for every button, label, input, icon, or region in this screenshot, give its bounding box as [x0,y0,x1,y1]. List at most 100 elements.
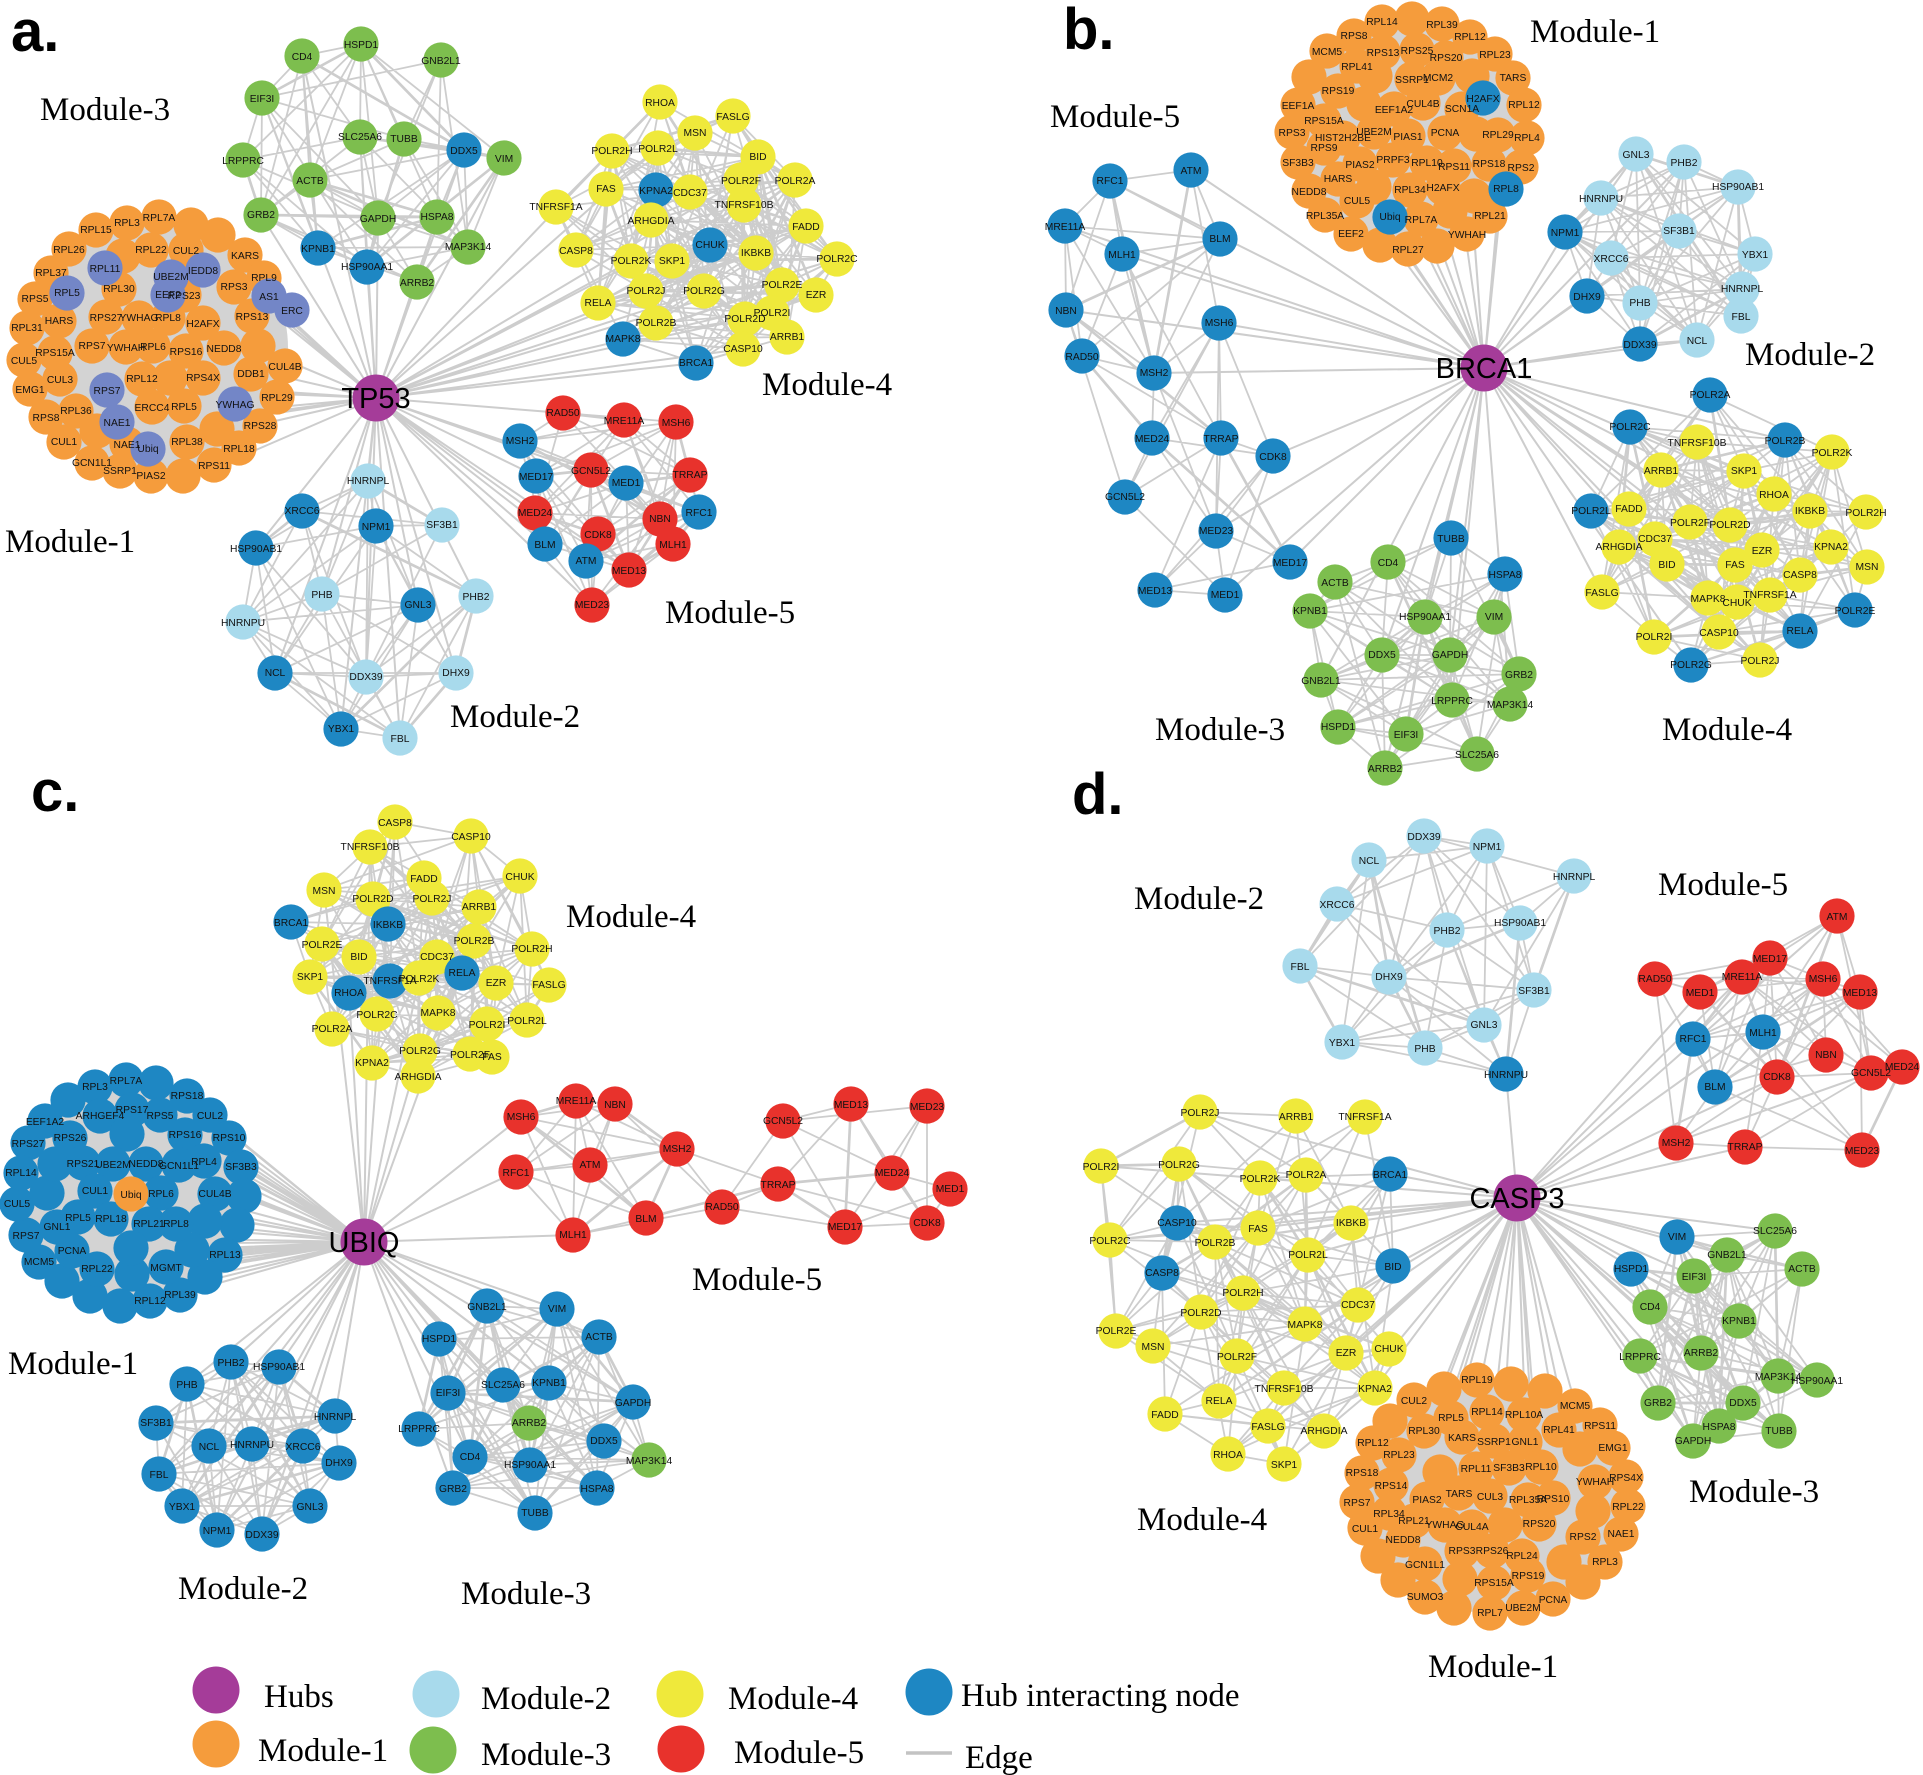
svg-text:EIF3I: EIF3I [250,94,275,105]
svg-text:UBE2M: UBE2M [153,272,188,283]
svg-text:RPL7A: RPL7A [143,213,176,224]
svg-text:HARS: HARS [45,316,74,327]
svg-text:IKBKB: IKBKB [373,920,403,931]
svg-text:EIF3I: EIF3I [436,1388,461,1399]
svg-text:Module-2: Module-2 [450,699,580,735]
svg-text:SF3B1: SF3B1 [140,1418,172,1429]
svg-text:PIAS2: PIAS2 [1345,160,1374,171]
svg-text:RPL27: RPL27 [1392,245,1424,256]
svg-text:NPM1: NPM1 [1551,228,1580,239]
svg-text:PCNA: PCNA [1539,1595,1568,1606]
svg-text:RPL24: RPL24 [1506,1551,1538,1562]
svg-text:POLR2L: POLR2L [1571,506,1611,517]
svg-text:RPS17: RPS17 [116,1105,149,1116]
svg-text:YWHAH: YWHAH [1576,1477,1614,1488]
svg-text:RPL5: RPL5 [54,288,80,299]
svg-text:DDX39: DDX39 [1623,340,1656,351]
svg-text:BRCA1: BRCA1 [679,358,714,369]
svg-text:GNL3: GNL3 [297,1502,324,1513]
svg-text:Module-3: Module-3 [40,92,170,128]
svg-text:ARHGDIA: ARHGDIA [628,216,675,227]
svg-text:MAPK8: MAPK8 [606,334,641,345]
svg-text:MGMT: MGMT [150,1263,182,1274]
svg-text:RPS2: RPS2 [1570,1532,1597,1543]
svg-text:HNRNPU: HNRNPU [221,618,265,629]
svg-text:RPL39: RPL39 [1426,20,1458,31]
svg-text:CASP10: CASP10 [723,344,763,355]
svg-text:MRE11A: MRE11A [1722,972,1763,983]
svg-text:IKBKB: IKBKB [1795,506,1825,517]
svg-text:CUL5: CUL5 [4,1199,31,1210]
svg-text:POLR2C: POLR2C [816,254,858,265]
svg-text:FADD: FADD [410,874,437,885]
svg-text:RPL38: RPL38 [171,437,203,448]
svg-text:RPS10: RPS10 [1537,1494,1570,1505]
svg-text:Module-5: Module-5 [665,595,795,631]
svg-text:CHUK: CHUK [1374,1344,1403,1355]
svg-text:ACTB: ACTB [1788,1264,1816,1275]
svg-text:RPL5: RPL5 [1438,1413,1464,1424]
svg-text:POLR2I: POLR2I [754,308,791,319]
svg-text:POLR2F: POLR2F [1670,518,1710,529]
svg-text:RPS11: RPS11 [1438,162,1470,173]
svg-text:POLR2B: POLR2B [1195,1238,1236,1249]
svg-text:CUL4A: CUL4A [1455,1522,1488,1533]
svg-text:HSP90AA1: HSP90AA1 [504,1460,556,1471]
svg-text:FADD: FADD [792,222,819,233]
svg-text:HSPD1: HSPD1 [422,1334,457,1345]
svg-text:EEF2: EEF2 [155,290,181,301]
svg-text:SUMO3: SUMO3 [1407,1592,1444,1603]
svg-text:Module-3: Module-3 [481,1737,611,1773]
svg-text:HSPD1: HSPD1 [1614,1264,1649,1275]
svg-text:RPS28: RPS28 [244,421,277,432]
svg-text:POLR2J: POLR2J [1741,656,1780,667]
svg-text:Module-4: Module-4 [762,367,892,403]
svg-text:CUL3: CUL3 [47,375,74,386]
svg-text:POLR2B: POLR2B [454,936,495,947]
svg-text:POLR2L: POLR2L [638,144,678,155]
svg-text:ATM: ATM [1827,912,1848,923]
svg-text:CD4: CD4 [460,1452,481,1463]
svg-text:KPNA2: KPNA2 [1814,542,1848,553]
svg-text:RPL19: RPL19 [1461,1375,1493,1386]
svg-text:CD4: CD4 [1378,558,1399,569]
svg-text:RHOA: RHOA [1213,1450,1243,1461]
svg-text:HSP90AB1: HSP90AB1 [253,1362,305,1373]
svg-text:Ubiq: Ubiq [137,444,158,455]
svg-text:POLR2A: POLR2A [1286,1170,1327,1181]
svg-text:KPNB1: KPNB1 [1722,1316,1756,1327]
svg-text:YBX1: YBX1 [1742,250,1769,261]
svg-text:NBN: NBN [1815,1050,1837,1061]
svg-text:VIM: VIM [548,1304,566,1315]
svg-text:SSRP1: SSRP1 [103,466,137,477]
svg-text:HSPA8: HSPA8 [1702,1422,1735,1433]
svg-text:RPS9: RPS9 [1311,143,1338,154]
svg-text:MSH6: MSH6 [1205,318,1234,329]
svg-text:GNL3: GNL3 [1623,150,1650,161]
svg-text:ARHGEF4: ARHGEF4 [76,1111,125,1122]
svg-text:RELA: RELA [585,298,612,309]
svg-text:EMG1: EMG1 [1598,1443,1627,1454]
svg-text:XRCC6: XRCC6 [1320,900,1355,911]
svg-text:HSPA8: HSPA8 [1488,570,1521,581]
svg-text:RPL8: RPL8 [1493,184,1519,195]
svg-text:RPL6: RPL6 [148,1189,174,1200]
svg-text:YWHAG: YWHAG [216,400,255,411]
svg-text:MED24: MED24 [1885,1062,1920,1073]
svg-text:ARHGDIA: ARHGDIA [395,1072,442,1083]
svg-text:KPNA2: KPNA2 [1358,1384,1392,1395]
svg-text:ACTB: ACTB [296,176,324,187]
svg-text:DDB1: DDB1 [237,369,265,380]
svg-text:AS1: AS1 [259,292,279,303]
svg-text:GRB2: GRB2 [439,1484,467,1495]
svg-text:CDC37: CDC37 [420,952,454,963]
svg-text:NCL: NCL [1687,336,1708,347]
svg-text:IKBKB: IKBKB [741,248,771,259]
svg-text:MAP3K14: MAP3K14 [1487,700,1534,711]
svg-text:TNFRSF1A: TNFRSF1A [529,202,582,213]
svg-text:POLR2E: POLR2E [1835,606,1876,617]
svg-text:RPL21: RPL21 [1398,1516,1430,1527]
svg-text:RPL21: RPL21 [133,1219,165,1230]
svg-text:MED24: MED24 [875,1168,910,1179]
svg-text:FADD: FADD [1615,504,1642,515]
